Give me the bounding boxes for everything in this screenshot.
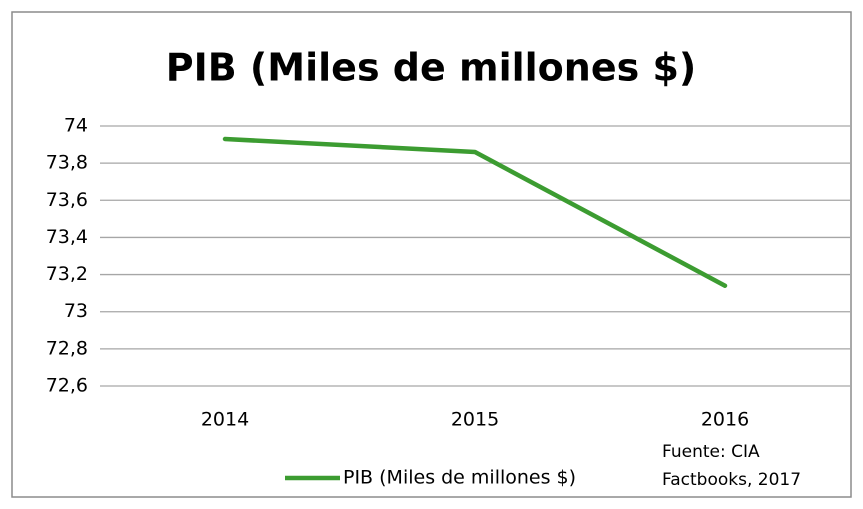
chart-border [11,11,852,498]
data-line [222,136,728,288]
y-tick-label: 73,8 [46,152,88,174]
annotation: Factbooks, 2017 [662,470,801,490]
x-tick-label: 2015 [451,409,499,431]
chart-title: PIB (Miles de millones $) [166,46,697,90]
legend-label: PIB (Miles de millones $) [343,467,576,489]
y-tick-label: 73,6 [46,189,88,211]
y-tick-label: 73,2 [46,263,88,285]
y-tick-label: 73,4 [46,226,88,248]
y-tick-label: 72,8 [46,337,88,359]
y-tick-label: 73 [64,300,88,322]
x-tick-label: 2016 [701,409,749,431]
y-tick-label: 72,6 [46,375,88,397]
x-tick-label: 2014 [201,409,249,431]
y-tick-label: 74 [64,115,88,137]
annotation: Fuente: CIA [662,442,760,462]
